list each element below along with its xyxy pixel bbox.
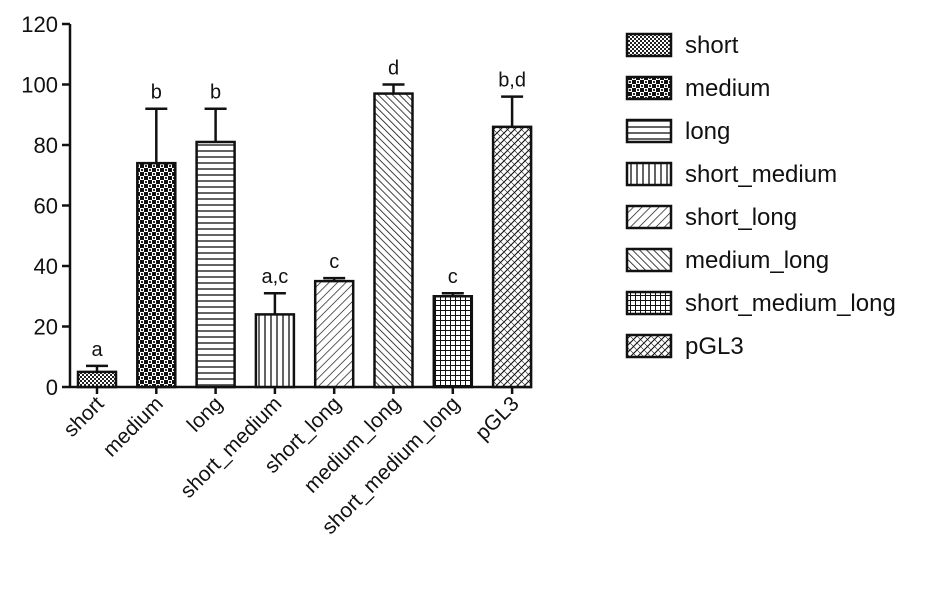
significance-label-medium_long: d bbox=[388, 58, 399, 80]
x-tick-label-short: short bbox=[59, 392, 108, 441]
y-tick-label: 20 bbox=[34, 315, 58, 340]
significance-label-pGL3: b,d bbox=[498, 70, 526, 92]
y-tick-label: 100 bbox=[21, 73, 58, 98]
significance-label-short_long: c bbox=[329, 251, 339, 273]
bar-short_medium bbox=[254, 313, 296, 389]
legend-label-short_long: short_long bbox=[685, 204, 797, 231]
significance-label-medium: b bbox=[151, 82, 162, 104]
y-tick-label: 80 bbox=[34, 133, 58, 158]
x-tick-label-long: long bbox=[183, 392, 227, 436]
bar-pGL3 bbox=[491, 125, 533, 389]
bar-short bbox=[76, 370, 118, 389]
y-tick-label: 120 bbox=[21, 12, 58, 37]
legend-label-medium_long: medium_long bbox=[685, 247, 829, 274]
legend-label-medium: medium bbox=[685, 75, 770, 102]
bars: a b b a,c c d c b,d bbox=[76, 58, 533, 389]
legend-swatch-short bbox=[625, 32, 673, 58]
legend-swatch-short_long bbox=[625, 204, 673, 230]
legend-swatch-medium bbox=[625, 75, 673, 101]
bar-medium_long bbox=[373, 92, 414, 389]
significance-label-short_medium: a,c bbox=[262, 266, 289, 288]
legend-swatch-medium_long bbox=[625, 247, 673, 273]
significance-label-short_medium_long: c bbox=[448, 266, 458, 288]
bar-short_long bbox=[313, 279, 355, 389]
legend: short medium long short_medium short_longmed… bbox=[625, 32, 896, 360]
bar-short_medium_long bbox=[432, 295, 474, 389]
legend-label-short: short bbox=[685, 32, 739, 59]
y-tick-label: 40 bbox=[34, 254, 58, 279]
y-tick-label: 0 bbox=[46, 375, 58, 400]
significance-label-long: b bbox=[210, 82, 221, 104]
x-tick-label-short_medium: short_medium bbox=[176, 392, 286, 502]
legend-label-long: long bbox=[685, 118, 730, 145]
legend-swatch-short_medium bbox=[625, 161, 673, 187]
legend-label-pGL3: pGL3 bbox=[685, 333, 744, 360]
y-tick-label: 60 bbox=[34, 194, 58, 219]
bar-medium bbox=[136, 161, 177, 389]
x-tick-label-pGL3: pGL3 bbox=[471, 392, 524, 445]
bar-long bbox=[195, 140, 236, 389]
legend-swatch-short_medium_long bbox=[625, 290, 673, 316]
legend-label-short_medium: short_medium bbox=[685, 161, 837, 188]
legend-swatch-long bbox=[625, 118, 673, 144]
legend-swatch-pGL3 bbox=[625, 333, 673, 359]
significance-label-short: a bbox=[91, 339, 103, 361]
legend-label-short_medium_long: short_medium_long bbox=[685, 290, 896, 317]
x-tick-label-medium: medium bbox=[99, 392, 168, 461]
